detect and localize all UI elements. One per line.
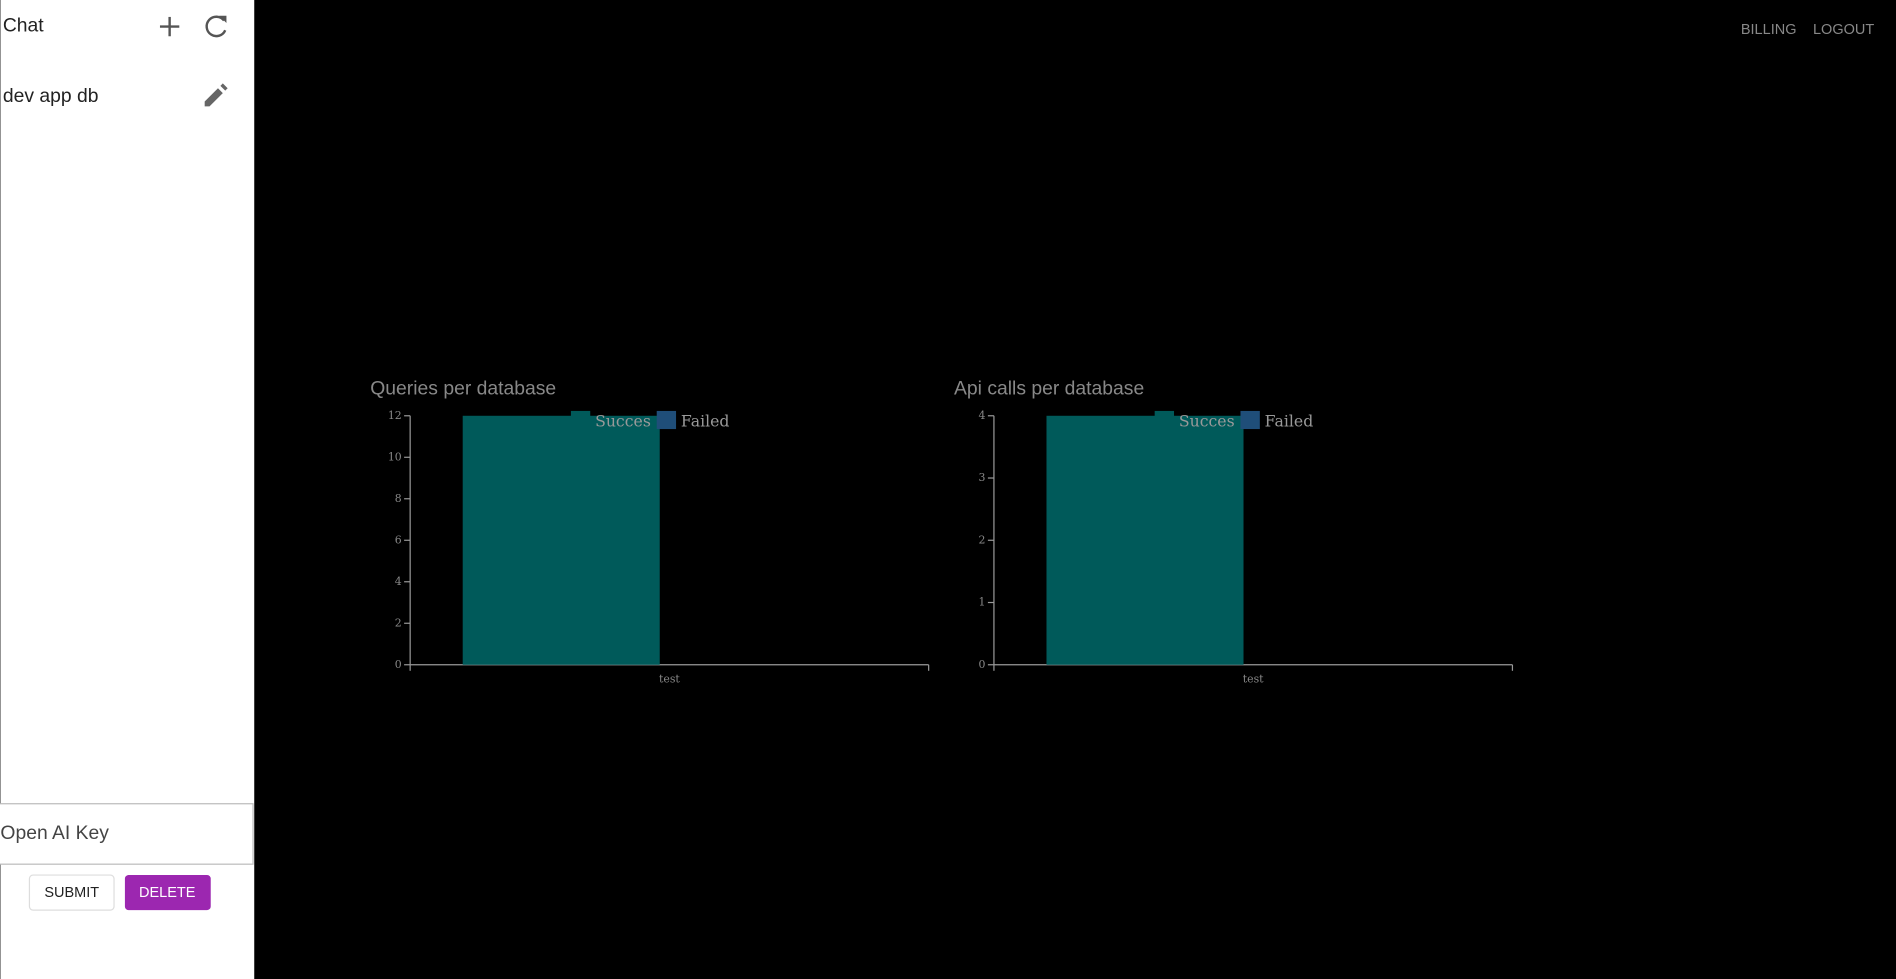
y-tick-label: 2 (979, 533, 986, 546)
submit-label: SUBMIT (44, 885, 99, 901)
y-tick-label: 2 (395, 616, 402, 629)
y-tick-label: 6 (395, 533, 402, 546)
y-tick-label: 8 (395, 492, 402, 505)
delete-label: DELETE (139, 885, 196, 901)
key-input[interactable] (0, 803, 254, 865)
y-tick-label: 3 (979, 471, 986, 484)
y-tick-label: 0 (979, 658, 986, 671)
legend-swatch (656, 410, 677, 430)
logout-link[interactable]: LOGOUT (1813, 22, 1874, 38)
y-tick-label: 0 (395, 658, 402, 671)
y-tick-label: 4 (395, 575, 402, 588)
refresh-button[interactable] (205, 15, 227, 38)
key-input-placeholder: Open AI Key (0, 823, 109, 844)
x-tick-label: test (1243, 672, 1264, 685)
legend-swatch (1154, 410, 1175, 430)
legend-swatch (570, 410, 591, 430)
bar (462, 415, 660, 665)
edit-button[interactable] (204, 83, 228, 107)
legend-label: Failed (681, 411, 730, 430)
legend-swatch (1240, 410, 1260, 430)
legend-label: Failed (1265, 411, 1314, 430)
y-tick-label: 10 (388, 450, 402, 463)
delete-button[interactable] (124, 875, 211, 911)
y-tick-label: 12 (388, 409, 402, 422)
bar (1046, 415, 1244, 665)
billing-link[interactable]: BILLING (1741, 22, 1797, 38)
y-tick-label: 4 (979, 409, 986, 422)
chart-title: Queries per database (370, 378, 556, 399)
add-button[interactable] (159, 16, 180, 37)
legend-label: Succes (1179, 411, 1235, 430)
y-tick-label: 1 (979, 596, 986, 609)
legend-label: Succes (595, 411, 651, 430)
x-tick-label: test (659, 672, 680, 685)
submit-button[interactable] (28, 874, 115, 911)
sidebar-title: Chat (3, 16, 44, 37)
chart-title: Api calls per database (954, 378, 1144, 399)
database-item[interactable]: dev app db (3, 86, 99, 107)
